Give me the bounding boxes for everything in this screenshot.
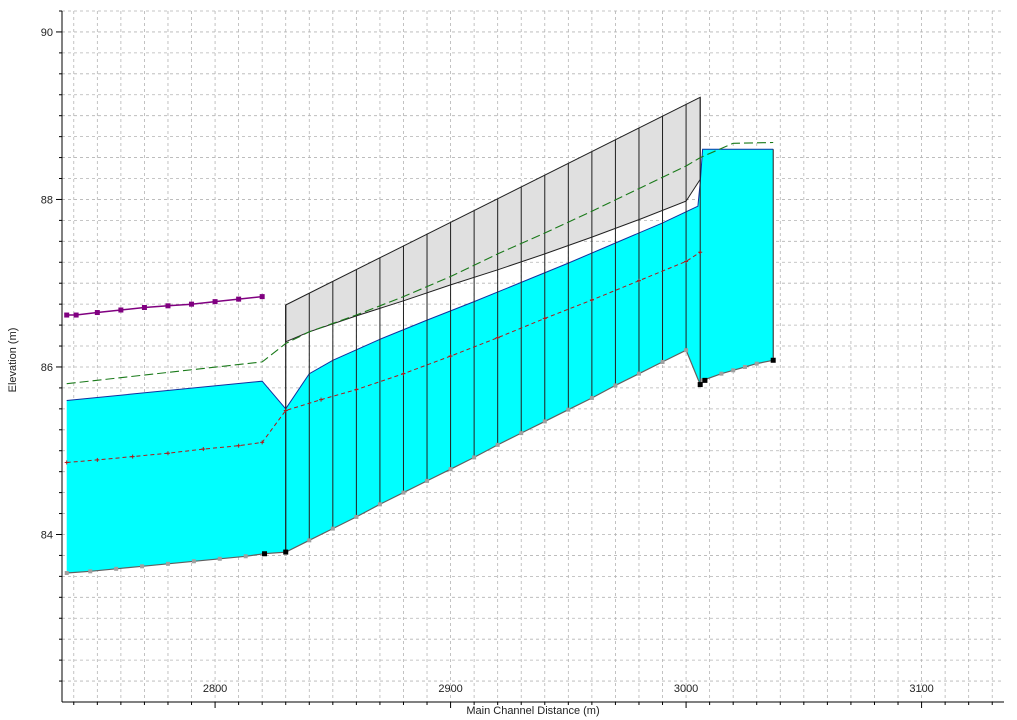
ground-marker: [165, 561, 170, 566]
ground-marker: [307, 538, 312, 543]
ground-marker: [401, 490, 406, 495]
y-tick-label: 86: [41, 362, 53, 374]
ground-marker: [636, 371, 641, 376]
left-levee-marker: [165, 303, 171, 309]
axes: 2800 2900 3000 3100 84 86 88 90: [41, 10, 1004, 708]
x-tick-label: 3000: [674, 683, 698, 695]
x-tick-label: 2800: [203, 683, 227, 695]
y-axis-title: Elevation (m): [7, 328, 19, 393]
x-axis-title: Main Channel Distance (m): [466, 705, 599, 717]
left-levee-marker: [94, 310, 100, 316]
energy-grade-line: [66, 141, 774, 385]
left-levee-marker: [64, 312, 70, 318]
ground-marker: [495, 442, 500, 447]
bank-station-marker: [770, 357, 776, 363]
ground-marker: [684, 348, 689, 353]
ground-marker: [613, 383, 618, 388]
left-levee-marker: [259, 294, 265, 300]
ground-marker: [243, 554, 248, 559]
x-tick-label: 2900: [438, 683, 462, 695]
ground-marker: [566, 407, 571, 412]
ground-marker: [589, 395, 594, 400]
ground-marker: [88, 569, 93, 574]
bank-station-marker: [702, 377, 708, 383]
series-markers: [64, 250, 776, 576]
ground-marker: [542, 419, 547, 424]
bank-station-marker: [262, 551, 268, 557]
ground-marker: [754, 361, 759, 366]
left-levee-marker: [73, 312, 79, 318]
ground-marker: [354, 514, 359, 519]
left-levee-marker: [212, 299, 218, 305]
ground-marker: [742, 364, 747, 369]
ground-marker: [719, 371, 724, 376]
water-fill: [66, 149, 774, 573]
ground-marker: [191, 559, 196, 564]
ground-marker: [64, 571, 69, 576]
left-levee-marker: [141, 305, 147, 311]
ground-marker: [377, 502, 382, 507]
y-tick-label: 84: [41, 529, 53, 541]
bank-station-marker: [283, 549, 289, 555]
left-levee-marker: [236, 296, 242, 302]
ground-marker: [140, 564, 145, 569]
ground-marker: [472, 455, 477, 460]
ground-marker: [448, 467, 453, 472]
y-tick-label: 88: [41, 194, 53, 206]
ground-marker: [660, 359, 665, 364]
ground-marker: [217, 556, 222, 561]
left-levee-marker: [189, 301, 195, 307]
x-tick-label: 3100: [909, 683, 933, 695]
ground-marker: [425, 478, 430, 483]
ground-marker: [519, 431, 524, 436]
ground-marker: [330, 526, 335, 531]
ground-marker: [731, 368, 736, 373]
ground-marker: [114, 566, 119, 571]
critical-depth-line: [66, 251, 701, 463]
y-tick-label: 90: [41, 27, 53, 39]
bank-station-marker: [697, 382, 703, 388]
left-levee-line: [66, 295, 263, 316]
left-levee-marker: [118, 307, 124, 313]
